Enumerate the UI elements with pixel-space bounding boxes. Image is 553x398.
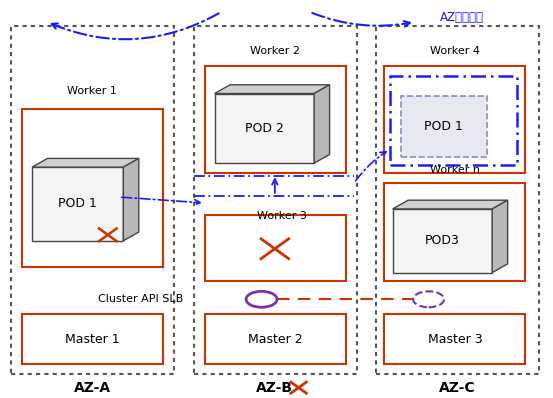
Bar <box>205 215 346 281</box>
Text: Master 2: Master 2 <box>248 333 302 346</box>
Polygon shape <box>215 85 330 94</box>
Polygon shape <box>215 94 314 163</box>
Text: Master 3: Master 3 <box>427 333 482 346</box>
Bar <box>376 26 539 374</box>
Text: Worker 3: Worker 3 <box>257 211 307 221</box>
Polygon shape <box>314 85 330 163</box>
Bar <box>22 314 163 364</box>
Polygon shape <box>492 200 508 273</box>
Text: Worker n: Worker n <box>430 165 479 175</box>
Text: POD3: POD3 <box>425 234 460 247</box>
Polygon shape <box>123 158 139 241</box>
Text: Cluster API SLB: Cluster API SLB <box>98 294 184 304</box>
Text: POD 1: POD 1 <box>58 197 97 211</box>
Text: AZ-C: AZ-C <box>439 380 476 395</box>
Bar <box>384 314 525 364</box>
Bar <box>384 66 525 173</box>
Polygon shape <box>393 209 492 273</box>
Text: Worker 4: Worker 4 <box>430 46 479 56</box>
Bar <box>205 314 346 364</box>
Bar <box>384 183 525 281</box>
Bar <box>22 109 163 267</box>
Bar <box>401 96 487 157</box>
Text: Worker 2: Worker 2 <box>250 46 300 56</box>
Bar <box>11 26 174 374</box>
Text: AZ故障迁移: AZ故障迁移 <box>440 12 484 24</box>
Bar <box>194 26 357 374</box>
Text: Master 1: Master 1 <box>65 333 120 346</box>
Polygon shape <box>32 158 139 167</box>
Text: AZ-A: AZ-A <box>74 380 111 395</box>
Polygon shape <box>393 200 508 209</box>
Text: POD 2: POD 2 <box>245 122 284 135</box>
Polygon shape <box>32 167 123 241</box>
Bar <box>205 66 346 173</box>
Text: POD 1: POD 1 <box>424 120 463 133</box>
Text: AZ-B: AZ-B <box>257 380 293 395</box>
Text: Worker 1: Worker 1 <box>67 86 117 96</box>
Bar <box>390 76 517 165</box>
